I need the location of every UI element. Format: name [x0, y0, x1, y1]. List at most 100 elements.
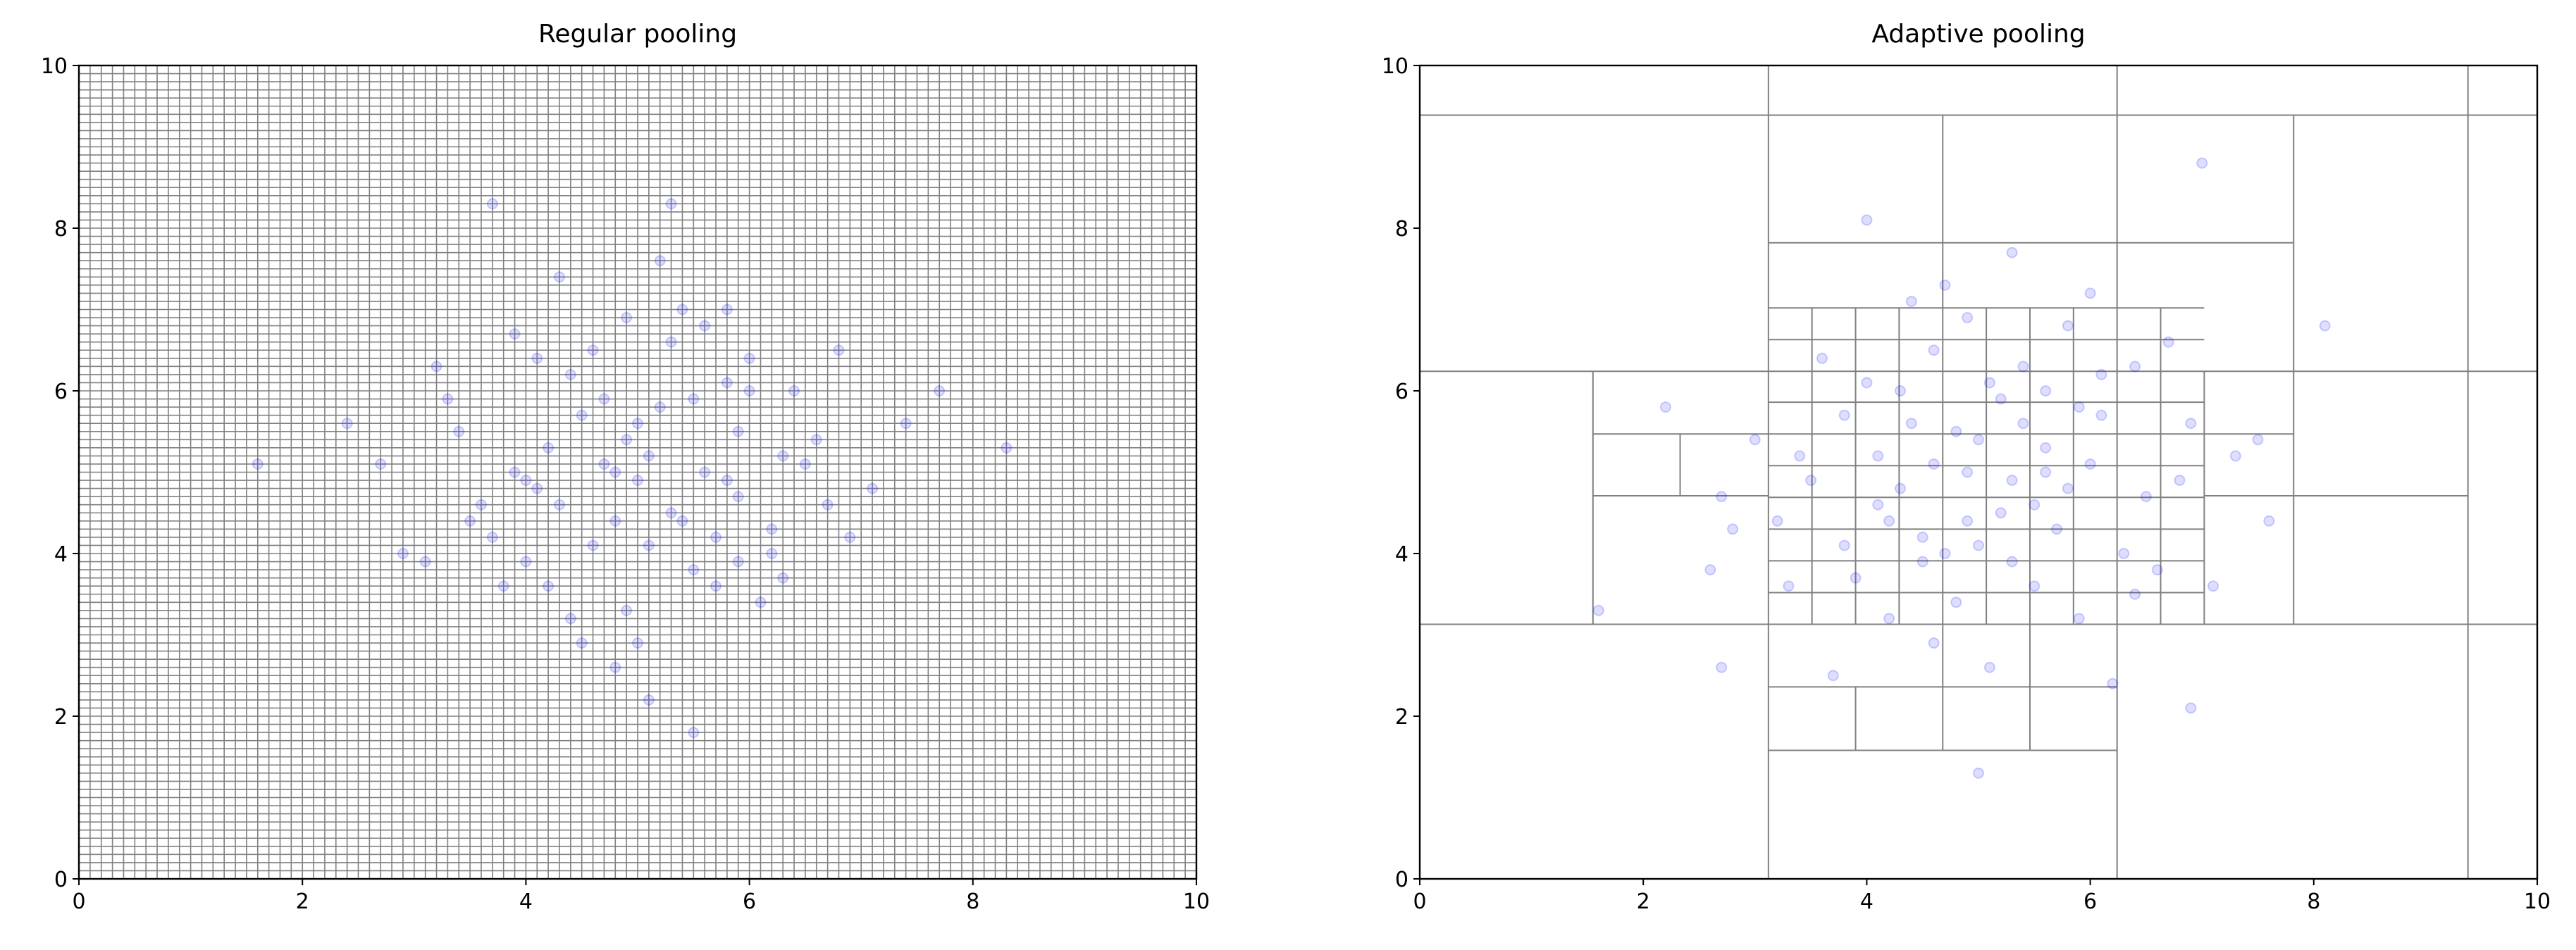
- point: [564, 613, 576, 625]
- point: [766, 523, 778, 535]
- point: [1861, 214, 1873, 226]
- point: [1962, 312, 1974, 324]
- point: [1962, 515, 1974, 527]
- axes-frame: [78, 64, 1198, 880]
- point: [665, 198, 677, 210]
- y-tick-label: 6: [54, 380, 68, 404]
- point: [2140, 491, 2152, 503]
- x-tick-label: 4: [519, 889, 533, 914]
- point: [1872, 450, 1884, 462]
- point: [609, 515, 621, 527]
- point: [1983, 661, 1995, 673]
- point: [822, 499, 834, 511]
- point: [1950, 425, 1962, 437]
- x-tick-label: 2: [1637, 889, 1650, 914]
- point: [1805, 475, 1817, 487]
- point: [2207, 580, 2219, 592]
- point: [654, 401, 666, 413]
- point: [632, 418, 643, 430]
- point: [643, 694, 655, 706]
- point: [1916, 556, 1928, 568]
- point: [2185, 418, 2197, 430]
- point: [1816, 352, 1828, 364]
- y-tick-label: 10: [41, 54, 68, 79]
- point: [1939, 548, 1951, 559]
- point: [1905, 418, 1917, 430]
- point: [721, 475, 733, 487]
- point: [252, 458, 264, 470]
- point: [2129, 361, 2141, 373]
- point: [732, 556, 744, 568]
- point: [2196, 157, 2208, 169]
- point: [1894, 385, 1906, 396]
- point: [553, 499, 565, 511]
- point: [1838, 409, 1850, 421]
- point: [587, 344, 599, 356]
- point: [1995, 393, 2007, 405]
- point: [2029, 580, 2041, 592]
- point: [777, 572, 789, 584]
- point: [621, 312, 633, 324]
- point: [1928, 637, 1940, 649]
- point: [397, 548, 409, 559]
- point: [2151, 564, 2163, 576]
- point: [755, 596, 767, 608]
- point: [743, 352, 755, 364]
- panel: Adaptive pooling 0 2 4 6 8 10 0 2 4 6 8 10: [1382, 20, 2551, 914]
- point: [632, 637, 643, 649]
- chart-title: Adaptive pooling: [1871, 20, 2085, 49]
- point: [2006, 246, 2018, 258]
- y-tick-label: 0: [1395, 868, 1408, 892]
- point: [1771, 515, 1783, 527]
- point: [810, 434, 822, 446]
- point: [576, 409, 588, 421]
- point: [1861, 377, 1873, 389]
- point: [1592, 604, 1604, 616]
- point: [688, 393, 700, 405]
- y-tick-label: 10: [1382, 54, 1408, 79]
- point: [1872, 499, 1884, 511]
- point: [1983, 377, 1995, 389]
- point: [2006, 556, 2018, 568]
- point: [1727, 523, 1739, 535]
- point: [543, 580, 555, 592]
- point: [341, 418, 353, 430]
- point: [475, 499, 487, 511]
- point: [2017, 418, 2029, 430]
- point: [419, 556, 431, 568]
- point: [632, 475, 643, 487]
- y-tick-label: 4: [1395, 542, 1408, 567]
- point: [486, 198, 498, 210]
- point: [844, 531, 856, 543]
- point: [509, 328, 521, 340]
- point: [486, 531, 498, 543]
- point: [2017, 361, 2029, 373]
- point: [2051, 523, 2063, 535]
- point: [442, 393, 454, 405]
- point: [743, 385, 755, 396]
- point: [1749, 434, 1761, 446]
- point: [699, 320, 711, 332]
- point: [1928, 458, 1940, 470]
- point: [1973, 434, 1984, 446]
- point: [543, 442, 555, 454]
- point: [553, 271, 565, 283]
- point: [598, 458, 610, 470]
- point: [1659, 401, 1671, 413]
- point: [531, 482, 543, 494]
- point: [688, 564, 700, 576]
- point: [598, 393, 610, 405]
- point: [2129, 588, 2141, 600]
- y-tick-label: 8: [1395, 217, 1408, 242]
- y-tick-label: 2: [1395, 705, 1408, 730]
- y-tick-label: 8: [54, 217, 68, 242]
- point: [766, 548, 778, 559]
- point: [1850, 572, 1862, 584]
- point: [1962, 466, 1974, 478]
- y-tick-label: 6: [1395, 380, 1408, 404]
- point: [2084, 287, 2096, 299]
- point: [1916, 531, 1928, 543]
- point: [609, 466, 621, 478]
- point: [375, 458, 387, 470]
